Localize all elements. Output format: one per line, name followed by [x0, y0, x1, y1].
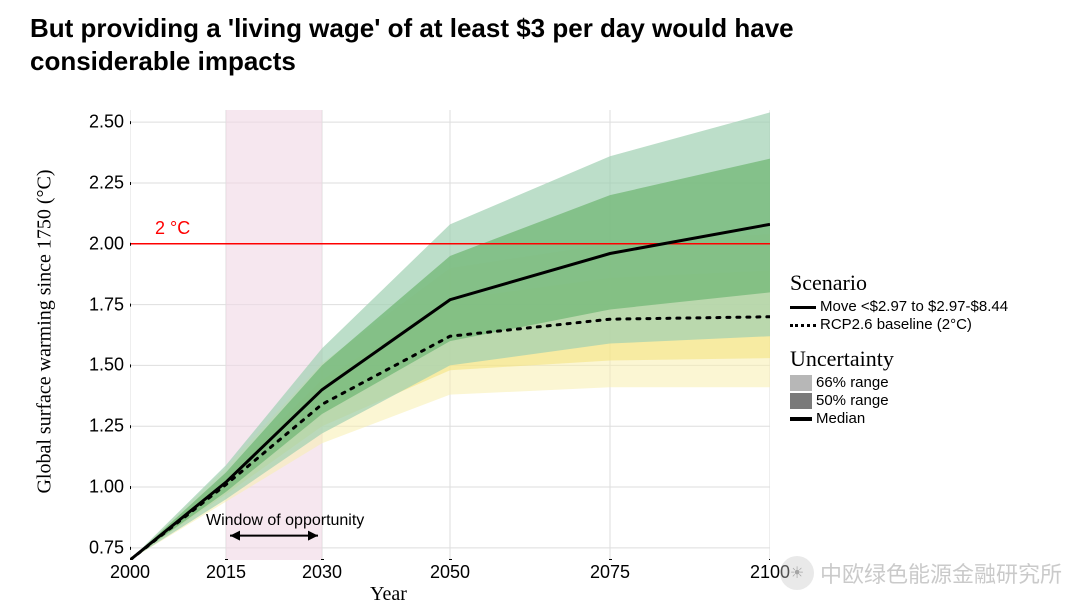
range66-swatch-icon [790, 375, 812, 391]
x-tick-label: 2000 [110, 562, 150, 583]
legend-scenario-header: Scenario [790, 270, 1080, 296]
x-tick-label: 2050 [430, 562, 470, 583]
legend-median-label: Median [816, 410, 865, 428]
legend-50-label: 50% range [816, 392, 889, 410]
legend-item-50: 50% range [790, 392, 1080, 410]
legend-66-label: 66% range [816, 374, 889, 392]
y-axis-title: Global surface warming since 1750 (°C) [34, 102, 57, 562]
y-tick-label: 1.75 [64, 294, 124, 315]
plot-area [130, 110, 770, 560]
x-tick-label: 2030 [302, 562, 342, 583]
x-tick-label: 2075 [590, 562, 630, 583]
legend-rcp26-label: RCP2.6 baseline (2°C) [820, 316, 972, 334]
window-of-opportunity-label: Window of opportunity [206, 512, 364, 530]
x-tick-label: 2100 [750, 562, 790, 583]
median-swatch-icon [790, 417, 812, 421]
legend-item-move: Move <$2.97 to $2.97-$8.44 [790, 298, 1080, 316]
y-tick-label: 2.50 [64, 112, 124, 133]
y-tick-label: 2.00 [64, 233, 124, 254]
chart-container: Global surface warming since 1750 (°C) Y… [20, 110, 1060, 600]
legend-uncertainty-header: Uncertainty [790, 346, 1080, 372]
legend-item-66: 66% range [790, 374, 1080, 392]
legend: Scenario Move <$2.97 to $2.97-$8.44 RCP2… [790, 270, 1080, 428]
dotted-line-icon [790, 324, 816, 327]
x-axis-title: Year [370, 583, 407, 606]
range50-swatch-icon [790, 393, 812, 409]
slide-title: But providing a 'living wage' of at leas… [30, 12, 830, 77]
y-tick-label: 0.75 [64, 537, 124, 558]
reference-line-label: 2 °C [155, 218, 190, 239]
chart-svg [130, 110, 770, 560]
x-tick-label: 2015 [206, 562, 246, 583]
legend-move-label: Move <$2.97 to $2.97-$8.44 [820, 298, 1008, 316]
legend-item-median: Median [790, 410, 1080, 428]
y-tick-label: 2.25 [64, 172, 124, 193]
y-tick-label: 1.50 [64, 355, 124, 376]
solid-line-icon [790, 306, 816, 309]
y-tick-label: 1.00 [64, 477, 124, 498]
y-tick-label: 1.25 [64, 416, 124, 437]
legend-item-rcp26: RCP2.6 baseline (2°C) [790, 316, 1080, 334]
